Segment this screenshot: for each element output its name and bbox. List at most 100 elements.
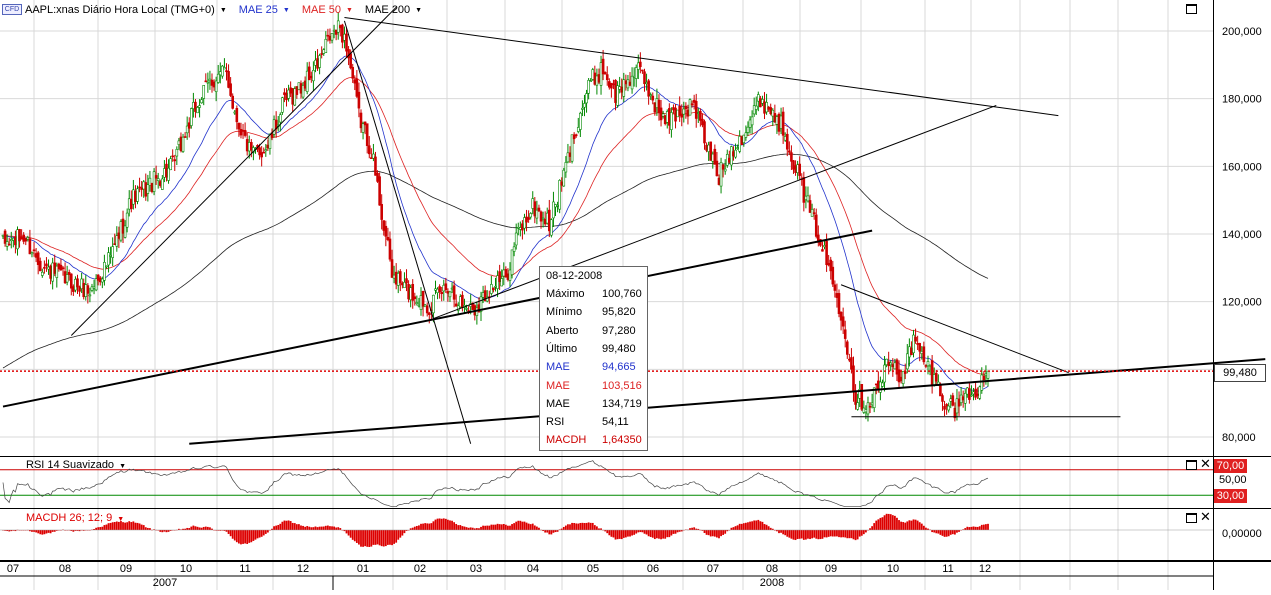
macd-bar: [4, 530, 6, 531]
macd-bar: [353, 530, 356, 542]
symbol-label[interactable]: AAPL:xnas Diário Hora Local (TMG+0): [25, 4, 215, 16]
candle-body: [901, 371, 905, 384]
macd-bar: [225, 530, 228, 532]
macd-bar: [689, 528, 691, 530]
macd-bar: [51, 530, 54, 532]
macd-bar: [235, 530, 238, 543]
x-month-label: 11: [942, 563, 953, 575]
macd-bar: [649, 530, 652, 537]
candle-body: [53, 262, 57, 274]
macd-bar: [64, 530, 66, 531]
tooltip-label: Máximo: [546, 288, 585, 300]
rsi-panel-maximize-icon[interactable]: [1186, 460, 1197, 470]
mae50-dropdown-icon[interactable]: ▼: [345, 6, 353, 14]
macd-bar: [953, 530, 956, 535]
candle-body: [583, 103, 586, 108]
macd-bar: [740, 523, 743, 530]
macd-panel-close-icon[interactable]: ✕: [1200, 509, 1211, 524]
candle-body: [812, 212, 816, 214]
candle-body: [564, 162, 568, 173]
mae50-label[interactable]: MAE 50: [301, 4, 341, 16]
macd-bar: [136, 522, 139, 530]
macd-bar: [511, 524, 513, 530]
mae25-dropdown-icon[interactable]: ▼: [282, 6, 290, 14]
candle-body: [194, 101, 197, 112]
macd-bar: [397, 530, 400, 540]
macd-bar: [43, 530, 46, 535]
mae200-label[interactable]: MAE 200: [364, 4, 411, 16]
candle-body: [649, 94, 652, 96]
price-panel-maximize-icon[interactable]: [1186, 4, 1197, 14]
rsi-panel-title[interactable]: RSI 14 Suavizado ▼: [26, 459, 127, 471]
macd-bar: [31, 530, 33, 532]
macd-bar: [478, 528, 480, 530]
candle-body: [827, 263, 830, 266]
candle-body: [593, 72, 597, 85]
macd-bar: [428, 523, 431, 530]
candle-body: [200, 99, 203, 104]
candle-body: [146, 184, 150, 194]
candle-body: [123, 225, 127, 238]
macd-panel-title[interactable]: MACDH 26; 12; 9 ▼: [26, 512, 125, 524]
candle-body: [49, 265, 52, 279]
candle-body: [349, 53, 352, 69]
candle-body: [237, 122, 241, 130]
macd-bar: [293, 523, 296, 530]
macd-bar: [128, 521, 131, 530]
macd-dropdown-icon[interactable]: ▼: [117, 516, 125, 523]
mae25-label[interactable]: MAE 25: [238, 4, 278, 16]
macd-bar: [159, 530, 162, 532]
candle-body: [922, 346, 926, 363]
macd-bar: [238, 530, 240, 544]
candle-body: [140, 187, 143, 190]
candle-body: [814, 214, 818, 237]
candle-body: [668, 108, 671, 126]
macd-bar: [629, 530, 631, 537]
macd-bar: [893, 515, 896, 530]
macd-bar: [751, 521, 753, 530]
candle-body: [90, 286, 94, 291]
macd-bar: [695, 528, 698, 530]
candle-body: [163, 168, 166, 178]
candle-body: [285, 92, 288, 101]
macd-bar: [262, 530, 265, 536]
candle-body: [545, 212, 549, 224]
candle-body: [665, 111, 669, 123]
macd-bar: [887, 513, 890, 530]
macd-bar: [850, 530, 853, 539]
candle-body: [908, 346, 911, 358]
candle-body: [512, 246, 516, 252]
macd-bar: [564, 525, 567, 530]
candle-body: [618, 86, 621, 90]
rsi-panel-close-icon[interactable]: ✕: [1200, 456, 1211, 471]
candle-body: [643, 71, 646, 85]
macd-bar: [360, 530, 362, 547]
candle-body: [798, 163, 801, 176]
macd-bar: [138, 523, 141, 530]
macd-bar: [641, 530, 644, 533]
candle-body: [903, 371, 907, 374]
trendline: [840, 284, 1069, 374]
candle-body: [36, 252, 40, 265]
candle-body: [848, 358, 851, 361]
candle-body: [934, 372, 938, 382]
macd-bar: [521, 521, 524, 530]
candle-body: [127, 198, 131, 210]
symbol-dropdown-icon[interactable]: ▼: [219, 6, 227, 14]
trendline: [433, 104, 997, 320]
macd-bar: [444, 518, 447, 530]
macd-bar: [854, 530, 857, 541]
mae200-dropdown-icon[interactable]: ▼: [415, 6, 423, 14]
candle-body: [76, 278, 79, 288]
macd-panel-maximize-icon[interactable]: [1186, 513, 1197, 523]
candle-body: [771, 109, 775, 117]
candle-body: [34, 253, 38, 258]
macd-bar: [662, 530, 665, 539]
candle-body: [926, 361, 930, 367]
candle-body: [657, 99, 661, 113]
rsi-dropdown-icon[interactable]: ▼: [119, 463, 127, 470]
macd-bar: [475, 528, 478, 530]
candle-body: [562, 169, 566, 187]
candle-body: [581, 107, 584, 110]
